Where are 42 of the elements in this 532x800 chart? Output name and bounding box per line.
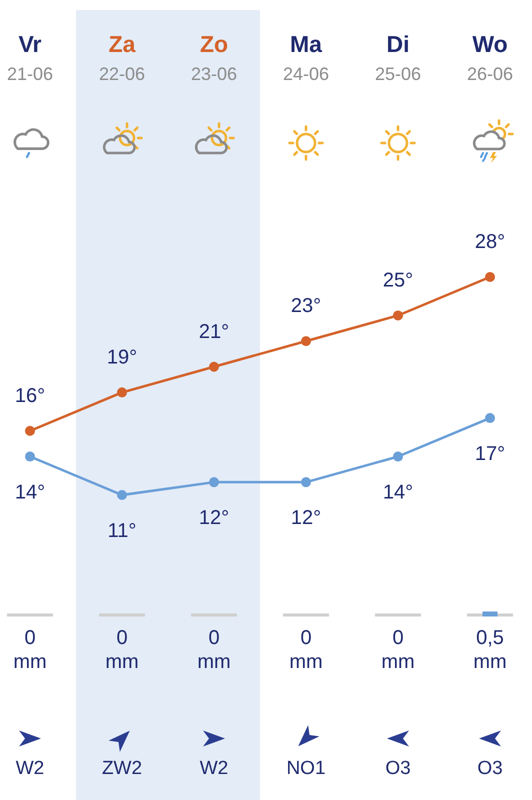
x-tick-label: Ma 24-06 [282,31,330,84]
data-label: 28° [474,231,506,253]
data-label: 19° [106,346,138,368]
point [25,452,35,462]
point [25,426,35,436]
x-tick-label: Vr 21-06 [6,31,54,84]
data-label: 11° [108,520,136,542]
point [485,272,495,282]
data-label: 0 mm [197,627,231,673]
category-label: NO1 [286,758,326,779]
point [393,452,403,462]
data-label: 0 mm [105,627,139,673]
category-label: W2 [200,758,228,779]
data-label: 25° [382,269,414,292]
data-label: 12° [198,507,230,530]
x-tick-label: Wo 26-06 [466,31,514,84]
point [393,310,403,320]
data-label: 12° [290,507,322,530]
point [301,336,311,346]
point [117,387,127,398]
data-label: 0 mm [381,627,415,673]
data-label: 21° [198,320,230,343]
category-label: W2 [16,758,44,779]
category-label: O3 [477,758,503,779]
data-label: 14° [382,482,414,504]
category-label: O3 [385,758,411,779]
data-label: 0,5 mm [473,627,507,673]
x-tick-label: Di 25-06 [374,31,422,84]
x-tick-label: Za 22-06 [98,31,146,84]
data-label: 17° [474,443,506,466]
point [485,413,495,424]
data-label: 14° [14,482,46,504]
point [209,362,219,372]
category-label: ZW2 [102,758,142,779]
x-tick-label: Zo 23-06 [190,31,238,84]
data-label: 23° [290,295,322,318]
point [301,477,311,488]
point [209,477,219,488]
data-label: 0 mm [13,627,47,673]
data-label: 16° [14,384,46,407]
point [117,490,127,500]
data-label: 0 mm [289,627,323,673]
